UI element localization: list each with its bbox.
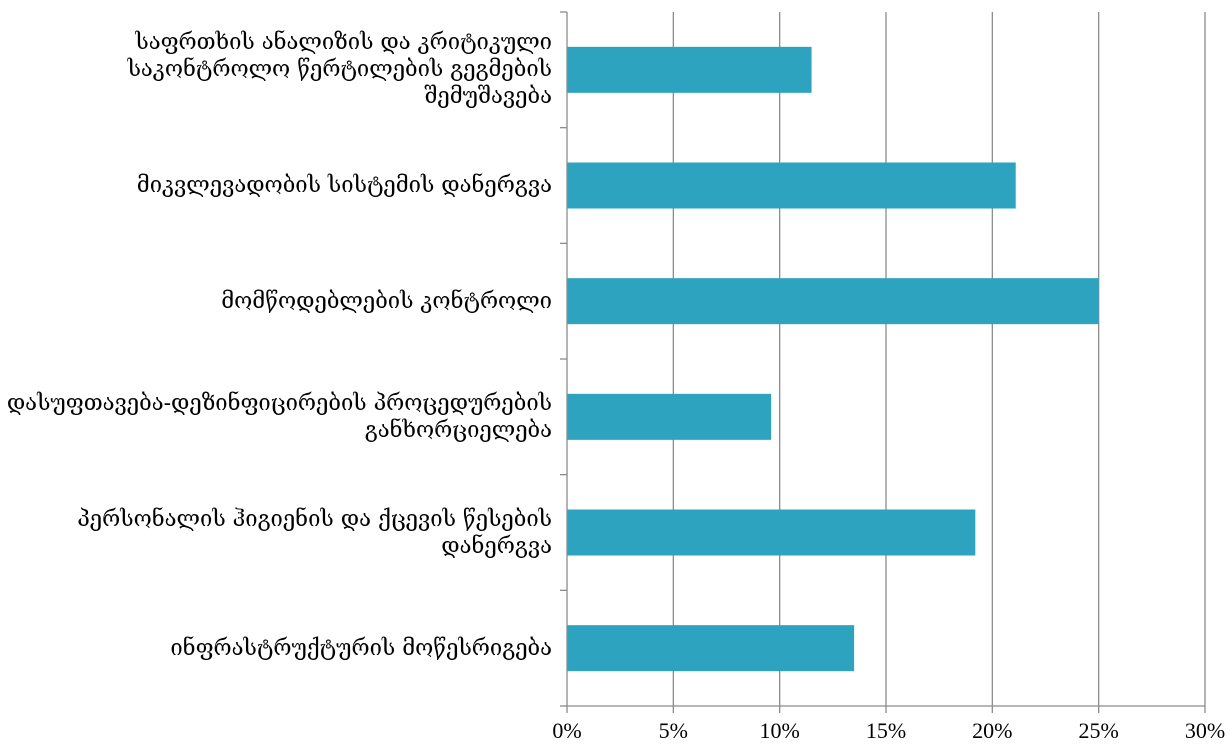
x-tick-label-0: 0% xyxy=(552,718,581,743)
bar-3 xyxy=(567,278,1099,325)
category-label-3: მომწოდებლების კონტროლი xyxy=(221,288,552,314)
x-tick-label-10: 10% xyxy=(760,718,800,743)
category-label-5: პერსონალის ჰიგიენის და ქცევის წესების და… xyxy=(77,506,552,559)
bar-5 xyxy=(567,509,976,556)
x-tick-label-25: 25% xyxy=(1079,718,1119,743)
bar-1 xyxy=(567,46,812,93)
category-label-4: დასუფთავება-დეზინფიცირების პროცედურების … xyxy=(6,390,552,443)
bar-4 xyxy=(567,393,772,440)
x-tick-label-15: 15% xyxy=(866,718,906,743)
bar-2 xyxy=(567,162,1016,209)
category-label-6: ინფრასტრუქტურის მოწესრიგება xyxy=(170,635,552,661)
x-tick-label-30: 30% xyxy=(1185,718,1225,743)
x-tick-label-5: 5% xyxy=(659,718,688,743)
bar-6 xyxy=(567,625,855,672)
category-label-1: საფრთხის ანალიზის და კრიტიკული საკონტროლ… xyxy=(127,30,552,110)
x-tick-label-20: 20% xyxy=(972,718,1012,743)
category-label-2: მიკვლევადობის სისტემის დანერგვა xyxy=(136,173,552,198)
